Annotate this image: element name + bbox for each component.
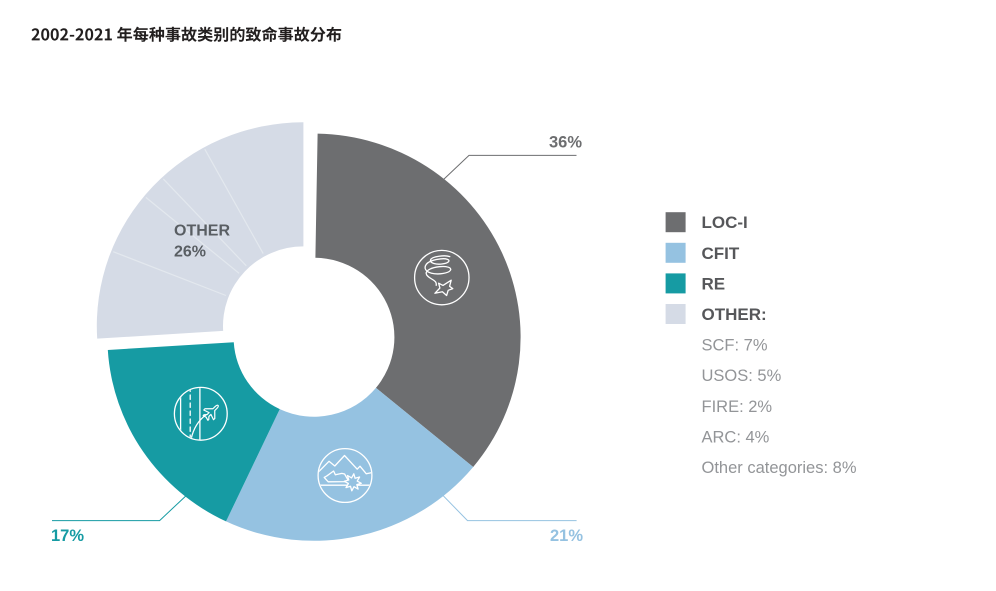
svg-text:SCF: 7%: SCF: 7%: [702, 337, 768, 355]
svg-text:OTHER: OTHER: [174, 223, 230, 240]
svg-text:Other categories: 8%: Other categories: 8%: [702, 459, 857, 477]
svg-text:21%: 21%: [550, 527, 583, 545]
svg-text:FIRE: 2%: FIRE: 2%: [702, 398, 773, 416]
svg-text:RE: RE: [702, 274, 726, 293]
svg-text:OTHER:: OTHER:: [702, 305, 767, 324]
svg-text:26%: 26%: [174, 244, 206, 261]
svg-text:USOS: 5%: USOS: 5%: [702, 367, 782, 385]
svg-text:ARC: 4%: ARC: 4%: [702, 428, 770, 446]
svg-text:36%: 36%: [549, 134, 582, 152]
svg-text:CFIT: CFIT: [702, 244, 740, 263]
svg-text:17%: 17%: [51, 527, 84, 545]
svg-text:LOC-I: LOC-I: [702, 213, 748, 232]
